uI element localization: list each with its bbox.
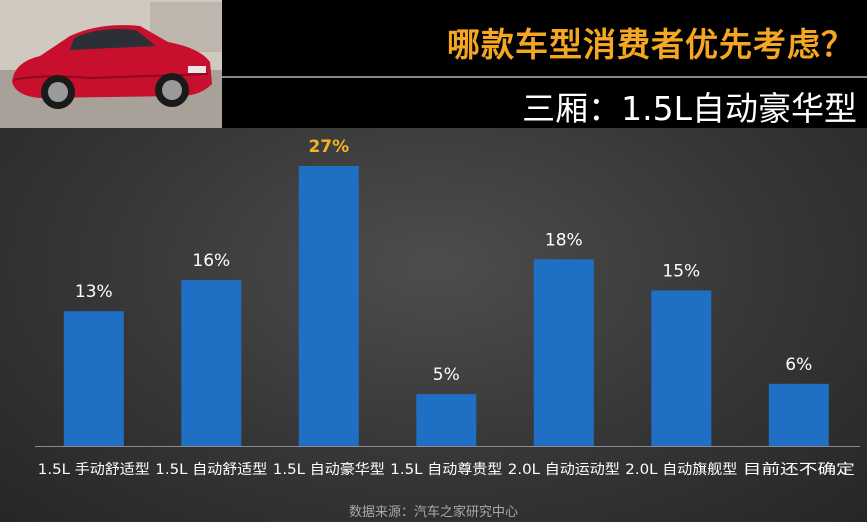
title-band: 哪款车型消费者优先考虑？ 三厢：1.5L自动豪华型 (222, 0, 867, 128)
bar (181, 280, 242, 446)
data-label: 5% (433, 365, 460, 385)
bar (298, 166, 359, 446)
bar (533, 259, 594, 446)
data-label: 13% (75, 282, 113, 302)
category-label: 2.0L 自动运动型 (508, 462, 620, 478)
data-label: 16% (192, 251, 230, 271)
category-label: 1.5L 手动舒适型 (38, 462, 150, 478)
category-label: 目前还不确定 (743, 461, 855, 478)
car-image (0, 0, 222, 128)
bar-chart: 13% 1.5L 手动舒适型 16% 1.5L 自动舒适型 27% 1.5L 自动豪华型 5… (35, 137, 860, 478)
header: 哪款车型消费者优先考虑？ 三厢：1.5L自动豪华型 (0, 0, 867, 128)
data-label: 27% (308, 137, 349, 157)
category-label: 1.5L 自动豪华型 (273, 462, 385, 478)
bar (651, 290, 712, 446)
data-label: 15% (662, 261, 700, 281)
chart-area: 13% 1.5L 手动舒适型 16% 1.5L 自动舒适型 27% 1.5L 自动豪华型 5… (0, 128, 867, 522)
car-photo (0, 0, 222, 128)
bar (63, 311, 124, 446)
data-label: 18% (545, 230, 583, 250)
source-note: 数据来源：汽车之家研究中心 (348, 505, 518, 520)
bar (768, 383, 829, 446)
divider (222, 76, 867, 78)
data-label: 6% (785, 355, 812, 375)
category-label: 2.0L 自动旗舰型 (625, 462, 737, 478)
bar (416, 394, 477, 446)
subhead: 三厢：1.5L自动豪华型 (522, 89, 857, 128)
category-label: 1.5L 自动尊贵型 (390, 461, 502, 478)
category-label: 1.5L 自动舒适型 (155, 462, 267, 478)
headline: 哪款车型消费者优先考虑？ (447, 25, 855, 64)
